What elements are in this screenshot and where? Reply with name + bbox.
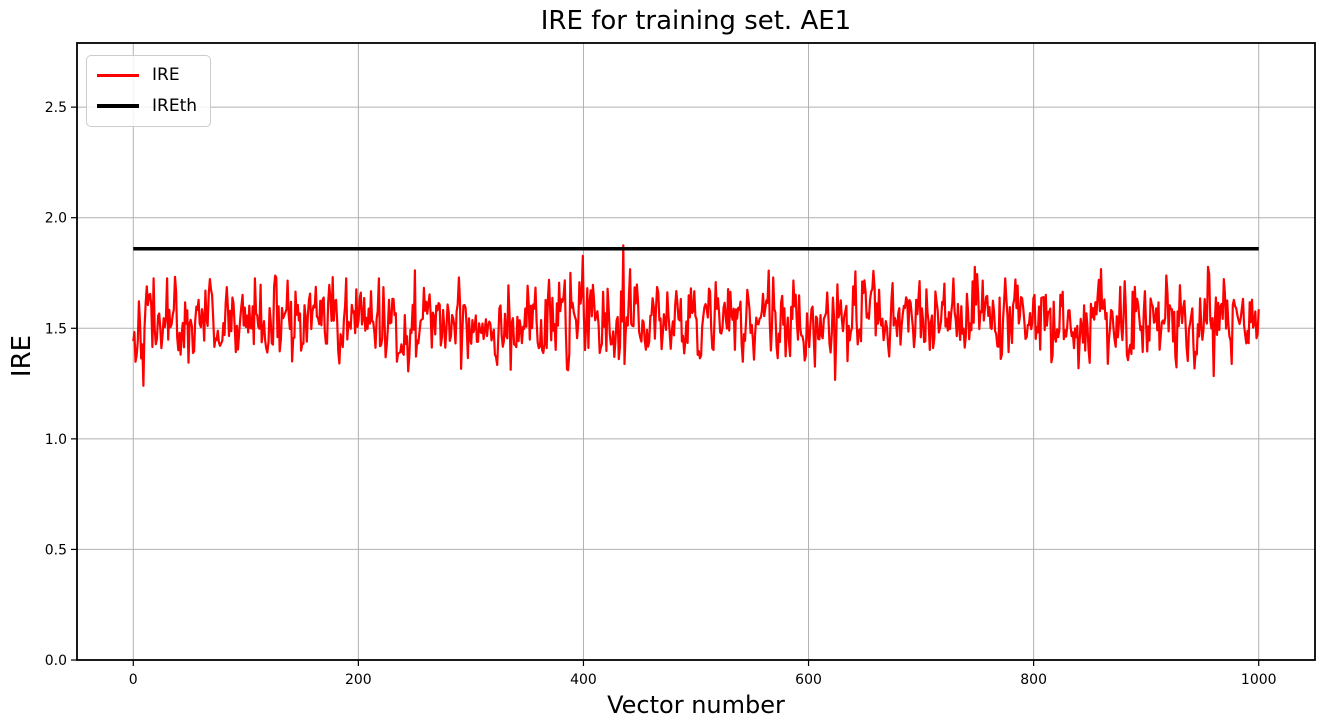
x-tick-label: 400 [570,672,597,688]
x-tick-label: 800 [1020,672,1047,688]
y-tick-label: 2.0 [45,211,67,227]
x-tick-label: 0 [129,672,138,688]
y-tick-label: 1.0 [45,432,67,448]
x-tick-label: 200 [345,672,372,688]
x-tick-label: 1000 [1241,672,1277,688]
legend-item-ire: IRE [97,64,197,86]
y-tick-label: 1.5 [45,321,67,337]
ire-line-swatch [97,73,139,77]
y-tick-label: 0.0 [45,653,67,669]
series-IRE [132,244,1260,387]
y-tick-label: 0.5 [45,542,67,558]
legend-label-ire: IRE [152,65,180,85]
legend-item-ireth: IREth [97,95,197,117]
legend: IRE IREth [86,55,212,127]
chart-title: IRE for training set. AE1 [540,6,852,36]
ireth-line-swatch [97,104,139,108]
x-tick-label: 600 [795,672,822,688]
legend-label-ireth: IREth [152,96,198,116]
y-tick-label: 2.5 [45,100,67,116]
x-axis-label: Vector number [607,691,785,719]
plot-border [76,42,1316,661]
